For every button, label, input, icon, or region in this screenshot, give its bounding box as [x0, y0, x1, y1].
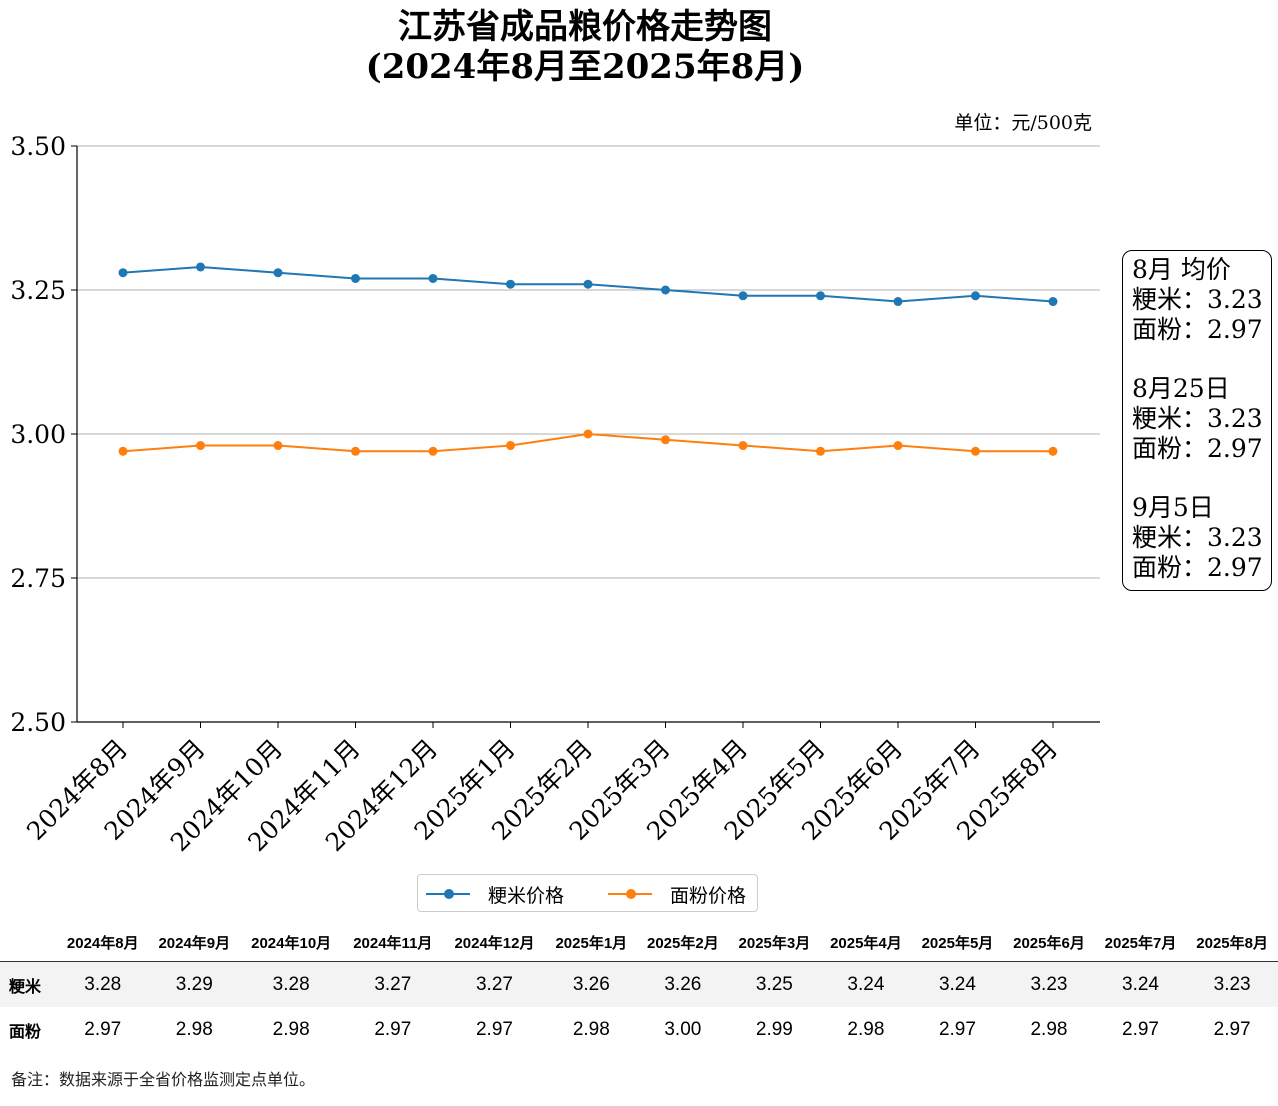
data-point-rice: [273, 268, 283, 278]
table-header-row: 2024年8月 2024年9月 2024年10月 2024年11月 2024年1…: [0, 924, 1278, 962]
data-point-rice: [971, 291, 980, 301]
table-cell: 3.26: [545, 961, 638, 1007]
date2-rice-price: 粳米：3.23: [1132, 523, 1263, 553]
data-point-flour: [893, 441, 903, 451]
table-col-header: 2025年4月: [820, 924, 912, 962]
table-cell: 2.97: [1094, 1007, 1187, 1052]
table-cell: 2.97: [1186, 1007, 1278, 1052]
table-cell: 3.24: [820, 961, 912, 1007]
data-point-rice: [738, 291, 748, 301]
table-cell: 3.23: [1186, 961, 1278, 1007]
table-cell: 3.28: [240, 961, 343, 1007]
legend-label-rice: 粳米价格: [488, 884, 565, 907]
table-cell: 2.98: [1003, 1007, 1095, 1052]
chart-legend: 粳米价格 面粉价格: [417, 874, 758, 912]
table-col-header: 2024年9月: [148, 924, 241, 962]
data-point-rice: [196, 262, 205, 272]
date1-heading: 8月25日: [1132, 374, 1230, 404]
y-tick-label: 2.75: [10, 564, 66, 593]
table-col-header: 2024年11月: [342, 924, 444, 962]
table-cell: 3.00: [637, 1007, 729, 1052]
table-col-header: 2025年2月: [637, 924, 729, 962]
avg-flour-price: 面粉：2.97: [1132, 314, 1263, 344]
date1-flour-price: 面粉：2.97: [1132, 433, 1263, 463]
table-col-header: 2025年3月: [728, 924, 821, 962]
table-cell: 2.97: [342, 1007, 444, 1052]
price-data-table: 2024年8月 2024年9月 2024年10月 2024年11月 2024年1…: [0, 924, 1278, 1052]
data-point-rice: [893, 297, 903, 307]
table-cell: 2.97: [57, 1007, 149, 1052]
price-summary-box: 8月 均价 粳米：3.23 面粉：2.97 8月25日 粳米：3.23 面粉：2…: [1122, 250, 1272, 591]
table-row-flour: 面粉 2.97 2.98 2.98 2.97 2.97 2.98 3.00 2.…: [0, 1007, 1278, 1052]
table-row-label: 粳米: [0, 961, 57, 1007]
table-cell: 3.24: [911, 961, 1004, 1007]
data-point-rice: [118, 268, 128, 278]
data-point-flour: [118, 446, 128, 456]
legend-item-flour: 面粉价格: [608, 875, 746, 913]
legend-marker-flour: [608, 889, 652, 899]
data-point-flour: [661, 435, 670, 445]
date1-rice-price: 粳米：3.23: [1132, 403, 1263, 433]
data-point-flour: [428, 446, 438, 456]
table-cell: 2.98: [820, 1007, 912, 1052]
avg-rice-price: 粳米：3.23: [1132, 284, 1263, 314]
data-point-flour: [506, 441, 515, 451]
data-point-rice: [816, 291, 825, 301]
table-cell: 3.27: [342, 961, 444, 1007]
legend-label-flour: 面粉价格: [670, 884, 747, 907]
data-point-flour: [971, 446, 980, 456]
table-cell: 2.98: [240, 1007, 343, 1052]
chart-title: 江苏省成品粮价格走势图: [398, 7, 772, 47]
y-tick-label: 3.25: [10, 276, 66, 305]
table-cell: 3.29: [148, 961, 241, 1007]
data-point-rice: [661, 285, 670, 295]
table-cell: 3.27: [443, 961, 546, 1007]
table-cell: 2.97: [443, 1007, 546, 1052]
table-cell: 2.97: [911, 1007, 1004, 1052]
table-col-header: 2024年12月: [443, 924, 546, 962]
footnote: 备注：数据来源于全省价格监测定点单位。: [11, 1070, 316, 1089]
data-point-flour: [351, 446, 360, 456]
table-corner-cell: [0, 924, 57, 962]
y-tick-label: 2.50: [10, 708, 66, 737]
table-col-header: 2024年8月: [57, 924, 149, 962]
data-point-rice: [506, 279, 515, 289]
legend-marker-rice: [426, 889, 470, 899]
data-point-flour: [273, 441, 283, 451]
data-point-flour: [583, 429, 593, 439]
table-row-rice: 粳米 3.28 3.29 3.28 3.27 3.27 3.26 3.26 3.…: [0, 961, 1278, 1007]
table-cell: 3.28: [57, 961, 149, 1007]
table-col-header: 2024年10月: [240, 924, 343, 962]
price-line-chart: 2.502.753.003.253.502024年8月2024年9月2024年1…: [10, 132, 1100, 857]
data-point-rice: [1048, 297, 1058, 307]
avg-heading: 8月 均价: [1132, 255, 1231, 284]
table-cell: 2.98: [148, 1007, 241, 1052]
table-col-header: 2025年6月: [1003, 924, 1095, 962]
table-col-header: 2025年5月: [911, 924, 1004, 962]
chart-subtitle: (2024年8月至2025年8月): [365, 47, 805, 87]
date2-heading: 9月5日: [1132, 493, 1214, 523]
y-tick-label: 3.50: [10, 132, 66, 161]
table-cell: 2.99: [728, 1007, 821, 1052]
data-point-flour: [196, 441, 205, 451]
data-point-flour: [738, 441, 748, 451]
table-col-header: 2025年7月: [1094, 924, 1187, 962]
table-cell: 3.25: [728, 961, 821, 1007]
unit-label: 单位：元/500克: [954, 112, 1092, 134]
data-point-rice: [583, 279, 593, 289]
y-tick-label: 3.00: [10, 420, 66, 449]
date2-flour-price: 面粉：2.97: [1132, 552, 1263, 582]
table-cell: 3.26: [637, 961, 729, 1007]
table-cell: 3.24: [1094, 961, 1187, 1007]
table-cell: 2.98: [545, 1007, 638, 1052]
table-col-header: 2025年1月: [545, 924, 638, 962]
table-col-header: 2025年8月: [1186, 924, 1278, 962]
legend-item-rice: 粳米价格: [426, 875, 564, 913]
table-cell: 3.23: [1003, 961, 1095, 1007]
data-point-flour: [816, 446, 825, 456]
table-row-label: 面粉: [0, 1007, 57, 1052]
data-point-rice: [428, 273, 438, 283]
data-point-flour: [1048, 446, 1058, 456]
data-point-rice: [351, 273, 360, 283]
